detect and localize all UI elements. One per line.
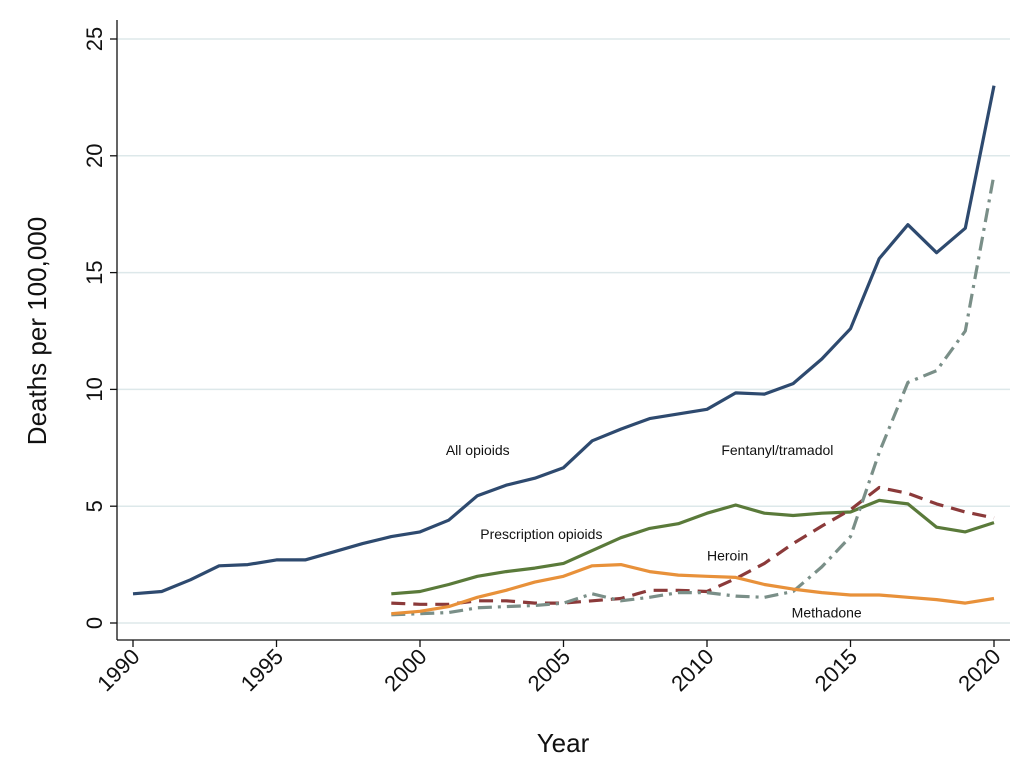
y-tick-label: 5 xyxy=(82,500,107,512)
series-label-heroin: Heroin xyxy=(707,547,748,563)
series-line-heroin xyxy=(391,485,995,606)
series-line-fentanyl-tramadol xyxy=(391,174,996,617)
series-line-prescription-opioids xyxy=(391,498,995,596)
horizontal-gridlines xyxy=(117,38,1010,624)
y-tick-label: 0 xyxy=(82,617,107,629)
y-tick-label: 10 xyxy=(82,377,107,401)
y-axis-title: Deaths per 100,000 xyxy=(22,217,52,445)
y-tick-label: 15 xyxy=(82,260,107,284)
series-annotations: All opioids Fentanyl/tramadol Prescription… xyxy=(446,442,862,620)
y-tick-label: 25 xyxy=(82,27,107,51)
series-label-methadone: Methadone xyxy=(792,604,862,620)
series-label-fentanyl-tramadol: Fentanyl/tramadol xyxy=(721,442,833,458)
series-line-methadone xyxy=(391,562,995,616)
series-lines xyxy=(132,85,996,617)
series-label-all-opioids: All opioids xyxy=(446,442,510,458)
y-tick-label: 20 xyxy=(82,144,107,168)
series-label-prescription-opioids: Prescription opioids xyxy=(480,526,602,542)
x-axis-title: Year xyxy=(537,728,590,758)
series-line-all-opioids xyxy=(132,85,996,596)
